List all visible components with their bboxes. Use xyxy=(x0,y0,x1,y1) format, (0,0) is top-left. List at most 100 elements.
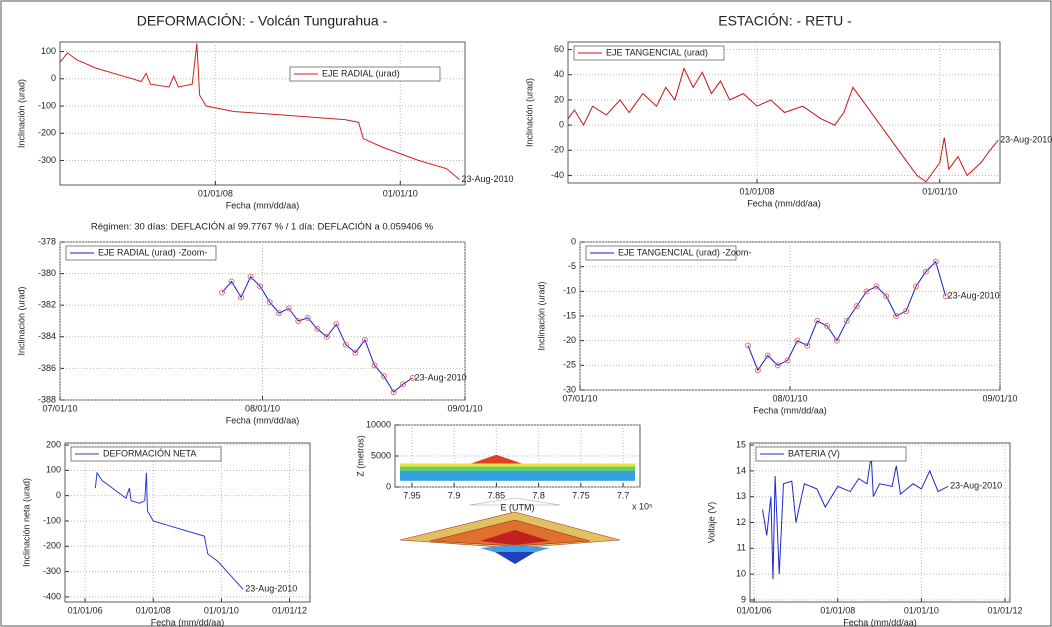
legend-box xyxy=(289,66,441,82)
surface-band xyxy=(400,466,635,471)
data-point xyxy=(843,317,850,324)
y-tick-label: -25 xyxy=(563,360,576,370)
x-tick-label: 7.8 xyxy=(532,490,545,500)
y-axis-label: Inclinación (urad) xyxy=(524,78,534,147)
y-tick-label: -378 xyxy=(38,236,56,246)
data-point xyxy=(784,357,791,364)
x-axis-label: Fecha (mm/dd/aa) xyxy=(753,405,827,415)
x-tick-label: 01/01/06 xyxy=(737,605,772,615)
data-point xyxy=(371,362,378,369)
legend-box xyxy=(585,245,737,261)
y-tick-label: 12 xyxy=(736,517,746,527)
data-point xyxy=(238,294,245,301)
x-tick-label: 7.95 xyxy=(403,490,421,500)
y-tick-label: -300 xyxy=(38,155,56,165)
data-point xyxy=(342,341,349,348)
x-tick-label: 7.85 xyxy=(488,490,506,500)
data-point xyxy=(285,305,292,312)
x-axis-label: Fecha (mm/dd/aa) xyxy=(151,617,225,627)
x-tick-label: 01/01/08 xyxy=(820,605,855,615)
y-axis-label: Inclinación (urad) xyxy=(536,281,546,350)
surface-3d xyxy=(399,497,621,564)
x-tick-label: 01/01/08 xyxy=(740,186,775,196)
data-point xyxy=(814,317,821,324)
data-point xyxy=(228,278,235,285)
x-tick-label: 01/01/10 xyxy=(383,188,418,198)
data-point xyxy=(304,314,311,321)
data-point xyxy=(913,283,919,290)
legend-label: EJE RADIAL (urad) xyxy=(322,68,400,78)
y-axis-label: Inclinación (urad) xyxy=(16,79,26,148)
y-tick-label: -384 xyxy=(38,331,56,341)
legend-label: EJE TANGENCIAL (urad) -Zoom- xyxy=(618,247,751,257)
y-tick-label: -200 xyxy=(43,541,61,551)
data-point xyxy=(266,299,273,306)
legend-label: BATERIA (V) xyxy=(788,448,840,458)
data-point xyxy=(400,381,407,388)
x-axis-label: Fecha (mm/dd/aa) xyxy=(226,415,300,425)
legend-label: EJE RADIAL (urad) -Zoom- xyxy=(98,247,207,257)
y-tick-label: -30 xyxy=(563,384,576,394)
y-tick-label: 10000 xyxy=(366,419,391,429)
annotation: 23-Aug-2010 xyxy=(245,584,297,594)
surface-peak xyxy=(471,454,522,464)
y-tick-label: 13 xyxy=(736,491,746,501)
y-tick-label: 100 xyxy=(46,465,61,475)
x-tick-label: 7.9 xyxy=(448,490,461,500)
data-point xyxy=(381,373,387,380)
data-point xyxy=(903,308,910,315)
annotation: 23-Aug-2010 xyxy=(948,291,1000,301)
plot-area xyxy=(64,442,311,603)
x-tick-label: 09/01/10 xyxy=(982,393,1017,403)
y-axis-label: Z (metros) xyxy=(355,435,365,477)
x-tick-label: 7.75 xyxy=(572,490,590,500)
data-point xyxy=(745,342,751,349)
legend-box xyxy=(70,446,222,462)
data-point xyxy=(774,362,781,369)
legend-box xyxy=(573,45,725,61)
regime-note: Régimen: 30 días: DEFLACIÓN al 99.7767 %… xyxy=(91,222,434,233)
legend-label: DEFORMACIÓN NETA xyxy=(103,448,196,458)
data-line xyxy=(567,67,999,183)
y-tick-label: 0 xyxy=(56,490,61,500)
x-axis-label: Fecha (mm/dd/aa) xyxy=(843,617,917,627)
data-point xyxy=(219,289,225,296)
data-point xyxy=(764,352,771,359)
y-tick-label: 11 xyxy=(737,543,746,553)
x-tick-label: 07/01/10 xyxy=(42,403,77,413)
data-line xyxy=(747,260,947,372)
y-tick-label: 5000 xyxy=(371,450,391,460)
data-point xyxy=(295,318,302,324)
data-line xyxy=(221,275,413,393)
left-title: DEFORMACIÓN: - Volcán Tungurahua - xyxy=(137,13,388,29)
legend-box xyxy=(65,245,217,261)
data-line xyxy=(94,471,244,590)
y-tick-label: -200 xyxy=(38,128,56,138)
x-tick-label: 07/01/10 xyxy=(562,393,597,403)
annotation: 23-Aug-2010 xyxy=(1000,135,1052,145)
y-tick-label: -100 xyxy=(43,515,61,525)
y-axis-label: Inclinación neta (urad) xyxy=(21,478,31,567)
data-point xyxy=(883,293,890,300)
x-tick-label: 01/01/12 xyxy=(987,605,1022,615)
y-tick-label: 0 xyxy=(571,236,576,246)
x-tick-label: 08/01/10 xyxy=(772,393,807,403)
y-tick-label: -20 xyxy=(551,145,564,155)
y-tick-label: 60 xyxy=(554,44,564,54)
data-point xyxy=(361,336,368,343)
y-tick-label: 40 xyxy=(554,69,564,79)
x-exponent: x 10⁵ xyxy=(632,501,653,511)
data-point xyxy=(314,325,321,332)
y-tick-label: 14 xyxy=(736,465,746,475)
y-tick-label: -300 xyxy=(43,566,61,576)
right-title: ESTACIÓN: - RETU - xyxy=(718,13,852,29)
annotation: 23-Aug-2010 xyxy=(461,174,513,184)
data-point xyxy=(824,322,831,329)
data-line xyxy=(762,455,949,580)
y-tick-label: -388 xyxy=(38,394,56,404)
x-tick-label: 01/01/10 xyxy=(204,605,239,615)
x-tick-label: 01/01/08 xyxy=(136,605,171,615)
y-tick-label: -20 xyxy=(563,335,576,345)
y-tick-label: -382 xyxy=(38,300,56,310)
y-tick-label: -400 xyxy=(43,591,61,601)
